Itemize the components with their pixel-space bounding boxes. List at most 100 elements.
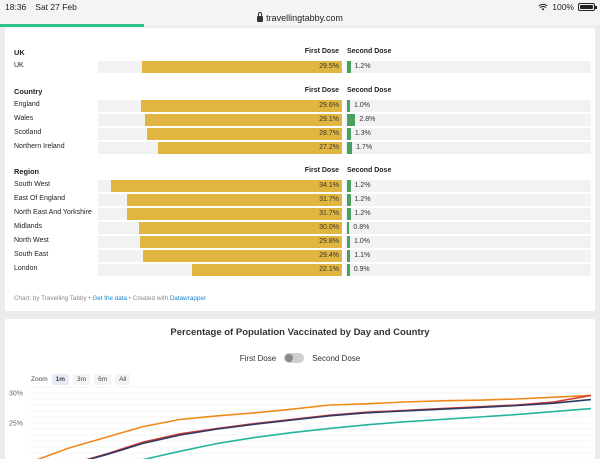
second-dose-bar [347, 100, 350, 112]
table-row: Northern Ireland 27.2% 1.7% [5, 142, 595, 154]
table-row: North West 29.8% 1.0% [5, 236, 595, 248]
region-label: South East [14, 251, 49, 258]
region-label: Midlands [14, 223, 43, 230]
status-date: Sat 27 Feb [35, 2, 77, 12]
table-row: UK 29.5% 1.2% [5, 61, 595, 73]
series-line-4 [142, 407, 591, 459]
second-dose-header: Second Dose [347, 87, 392, 94]
first-dose-value: 29.6% [319, 102, 339, 109]
series-line-1 [36, 394, 591, 459]
region-label: London [14, 265, 38, 272]
toggle-second-dose-label: Second Dose [312, 353, 361, 363]
table-row: London 22.1% 0.9% [5, 264, 595, 276]
region-label: South West [14, 181, 51, 188]
second-dose-track: 1.2% [345, 194, 591, 206]
zoom-controls: Zoom 1m 3m 6m All [31, 374, 131, 385]
toggle-first-dose-label: First Dose [239, 353, 277, 363]
first-dose-bar [138, 222, 342, 234]
status-time: 18:36 [5, 2, 27, 12]
second-dose-track: 1.2% [345, 208, 591, 220]
second-dose-bar [347, 264, 350, 276]
region-label: Northern Ireland [14, 143, 65, 150]
first-dose-value: 27.2% [319, 144, 339, 151]
first-dose-bar [144, 114, 342, 126]
second-dose-value: 1.2% [354, 63, 371, 70]
first-dose-value: 31.7% [319, 210, 339, 217]
first-dose-track: 22.1% [98, 264, 342, 276]
battery-icon [578, 3, 597, 11]
second-dose-bar [347, 128, 351, 140]
first-dose-bar [142, 61, 342, 73]
first-dose-track: 29.4% [98, 250, 342, 262]
first-dose-track: 29.6% [98, 100, 342, 112]
region-label: North West [14, 237, 49, 244]
first-dose-bar [140, 236, 342, 248]
second-dose-track: 1.0% [345, 100, 591, 112]
second-dose-bar [347, 194, 351, 206]
second-dose-bar [347, 250, 351, 262]
first-dose-track: 31.7% [98, 194, 342, 206]
second-dose-value: 1.7% [356, 144, 373, 151]
zoom-3m-button[interactable]: 3m [73, 374, 91, 385]
table-row: England 29.6% 1.0% [5, 100, 595, 112]
zoom-1m-button[interactable]: 1m [51, 374, 70, 385]
table-row: East Of England 31.7% 1.2% [5, 194, 595, 206]
second-dose-track: 1.7% [345, 142, 591, 154]
dose-toggle-switch[interactable] [284, 353, 305, 363]
line-chart-card: Percentage of Population Vaccinated by D… [5, 319, 595, 459]
second-dose-value: 1.1% [354, 252, 371, 259]
zoom-6m-button[interactable]: 6m [94, 374, 112, 385]
second-dose-track: 1.2% [345, 61, 591, 73]
second-dose-value: 0.8% [353, 224, 370, 231]
table-row: Wales 29.1% 2.8% [5, 114, 595, 126]
section-title: Country [14, 87, 43, 96]
second-dose-track: 0.8% [345, 222, 591, 234]
wifi-icon [538, 3, 548, 11]
region-label: England [14, 101, 40, 108]
get-data-link[interactable]: Get the data [92, 295, 128, 302]
second-dose-value: 2.8% [359, 116, 376, 123]
second-dose-track: 1.2% [345, 180, 591, 192]
second-dose-track: 2.8% [345, 114, 591, 126]
first-dose-value: 34.1% [319, 182, 339, 189]
first-dose-track: 27.2% [98, 142, 342, 154]
second-dose-header: Second Dose [347, 167, 392, 174]
second-dose-header: Second Dose [347, 48, 392, 55]
first-dose-track: 29.1% [98, 114, 342, 126]
second-dose-bar [347, 114, 356, 126]
toggle-knob [285, 354, 294, 362]
address-bar[interactable]: travellingtabby.com [0, 11, 600, 25]
first-dose-track: 29.5% [98, 61, 342, 73]
section-title: Region [14, 167, 40, 176]
table-row: South West 34.1% 1.2% [5, 180, 595, 192]
line-chart-svg: 30% 25% [9, 386, 591, 459]
datawrapper-link[interactable]: Datawrapper [169, 295, 206, 302]
zoom-All-button[interactable]: All [115, 374, 131, 385]
second-dose-bar [347, 222, 350, 234]
first-dose-bar [192, 264, 342, 276]
url-text[interactable]: travellingtabby.com [266, 13, 343, 23]
second-dose-track: 1.0% [345, 236, 591, 248]
first-dose-track: 34.1% [98, 180, 342, 192]
second-dose-bar [347, 236, 350, 248]
first-dose-value: 30.0% [319, 224, 339, 231]
region-label: Scotland [14, 129, 42, 136]
series-line-3 [87, 398, 591, 459]
second-dose-bar [347, 208, 351, 220]
page-load-progress [0, 24, 144, 27]
second-dose-track: 1.3% [345, 128, 591, 140]
first-dose-bar [147, 128, 342, 140]
zoom-label: Zoom [31, 376, 48, 383]
first-dose-track: 30.0% [98, 222, 342, 234]
second-dose-track: 1.1% [345, 250, 591, 262]
table-row: Scotland 28.7% 1.3% [5, 128, 595, 140]
first-dose-track: 31.7% [98, 208, 342, 220]
first-dose-bar [142, 250, 342, 262]
first-dose-value: 22.1% [319, 266, 339, 273]
table-row: North East And Yorkshire 31.7% 1.2% [5, 208, 595, 220]
first-dose-track: 29.8% [98, 236, 342, 248]
vaccination-table-card: Chart: by Travelling Tabby • Get the dat… [5, 28, 595, 311]
table-row: Midlands 30.0% 0.8% [5, 222, 595, 234]
first-dose-header: First Dose [304, 87, 339, 94]
y-tick-label: 30% [9, 391, 23, 398]
